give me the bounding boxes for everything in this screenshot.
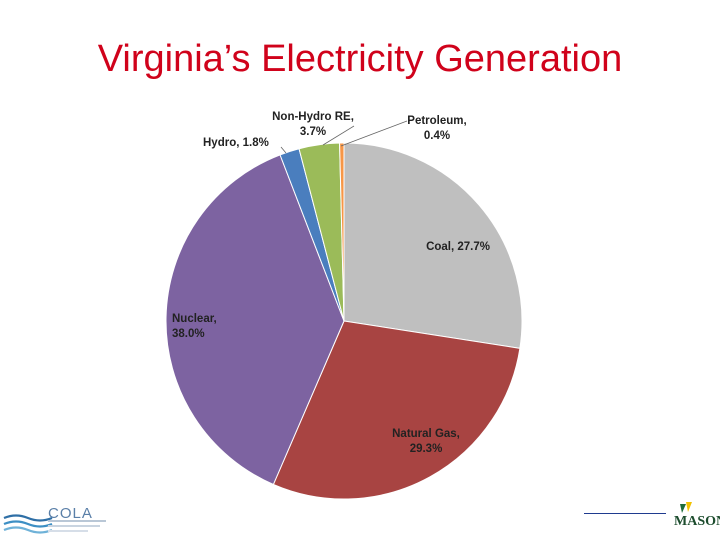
mason-logo-icon	[680, 502, 692, 513]
cola-logo-icon	[3, 514, 106, 534]
data-label-natural-gas: Natural Gas, 29.3%	[392, 428, 460, 455]
data-label-petroleum: Petroleum, 0.4%	[407, 115, 466, 142]
leader-line-non-hydro-re	[322, 125, 355, 146]
pie-slice-coal	[343, 142, 523, 349]
data-label-hydro: Hydro, 1.8%	[203, 137, 269, 149]
footer-divider	[584, 513, 666, 514]
data-label-coal: Coal, 27.7%	[426, 241, 490, 253]
pie-slice-natural-gas	[272, 320, 521, 500]
pie-slice-petroleum	[339, 142, 345, 322]
slide-title: Virginia’s Electricity Generation	[97, 38, 623, 80]
leader-line-petroleum	[340, 120, 408, 147]
data-label-nuclear: Nuclear, 38.0%	[172, 313, 217, 340]
mason-logo-text: MASON	[674, 514, 720, 529]
data-label-non-hydro-re: Non-Hydro RE, 3.7%	[272, 111, 354, 138]
pie-slice-nuclear	[165, 154, 345, 486]
leader-line-hydro	[280, 146, 287, 154]
cola-logo-text: COLA	[48, 505, 93, 522]
